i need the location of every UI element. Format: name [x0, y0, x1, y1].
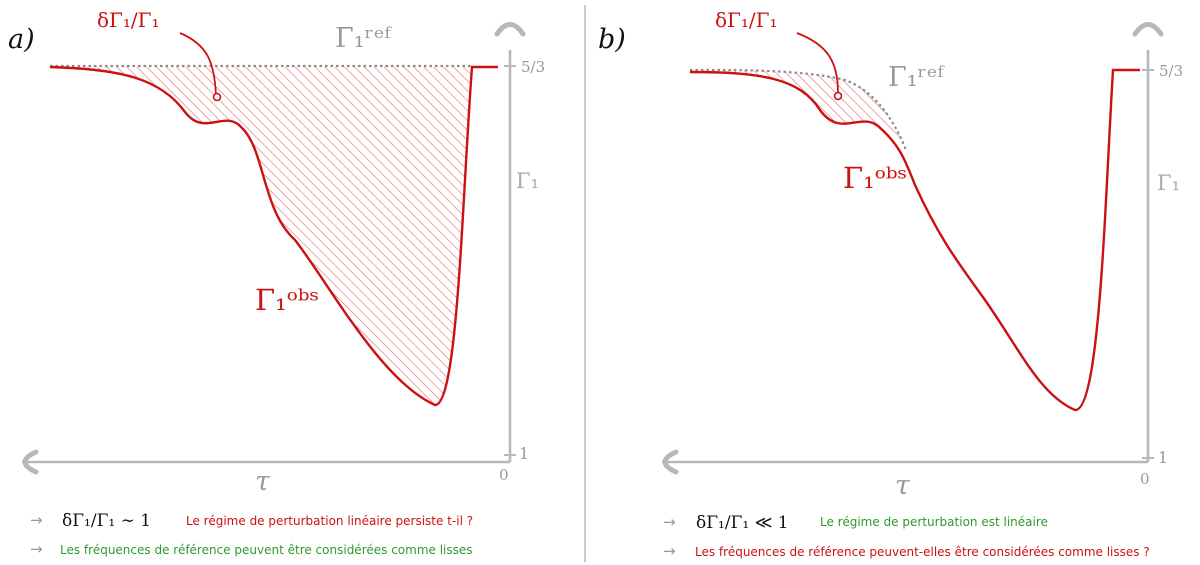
panel-b-x-arrowhead	[662, 449, 679, 475]
panel-a-note2-arrow-icon: →	[30, 540, 43, 558]
panel-a-note1-text: Le régime de perturbation linéaire persi…	[186, 514, 473, 528]
panel-b-y-arrowhead	[1132, 22, 1164, 37]
panel-b-note1-arrow-icon: →	[663, 513, 676, 531]
panel-b-ref-label: Γ₁ʳᵉᶠ	[888, 62, 945, 93]
panel-b-tag: b)	[598, 24, 626, 55]
panel-b-ratio-marker	[833, 91, 843, 101]
panel-a-ref-label: Γ₁ʳᵉᶠ	[335, 23, 392, 54]
panel-a-x-label: τ	[255, 466, 271, 497]
panel-a-tag: a)	[8, 24, 35, 55]
panel-a-obs-label: Γ₁ᵒᵇˢ	[255, 283, 319, 317]
panel-a-note1-math: δΓ₁/Γ₁ ∼ 1	[62, 511, 151, 531]
panel-b-obs-curve	[689, 68, 1140, 412]
panel-a-obs-curve	[49, 65, 498, 407]
panel-b-ratio-leader	[796, 32, 839, 94]
panel-b-y-label: Γ₁	[1157, 171, 1180, 195]
panel-a-note2-text: Les fréquences de référence peuvent être…	[60, 543, 473, 557]
panel-a-tick-bottom-label: 1	[519, 444, 529, 463]
panel-a-ratio-label: δΓ₁/Γ₁	[97, 8, 160, 32]
panel-a-note1-arrow-icon: →	[30, 511, 43, 529]
panel-a-hatched-area	[50, 67, 472, 405]
panel-b-tick-top-label: 5/3	[1159, 62, 1183, 80]
panel-b-tick-zero-label: 0	[1140, 470, 1150, 488]
panel-b-note1-text: Le régime de perturbation est linéaire	[820, 515, 1048, 529]
panel-b-ratio-label: δΓ₁/Γ₁	[715, 8, 778, 32]
panel-a-y-arrowhead	[494, 22, 526, 37]
panel-b-note1-math: δΓ₁/Γ₁ ≪ 1	[696, 513, 789, 533]
panel-b-obs-label: Γ₁ᵒᵇˢ	[843, 161, 907, 195]
panel-b-hatched-area	[690, 70, 906, 150]
panel-a-ratio-marker	[212, 92, 222, 102]
panel-b-tick-bottom-label: 1	[1158, 448, 1168, 467]
panel-b-ref-curve	[689, 68, 908, 151]
panel-a-x-arrowhead	[22, 449, 39, 475]
panel-b-note2-text: Les fréquences de référence peuvent-elle…	[695, 545, 1150, 559]
panel-a-ratio-leader	[179, 32, 217, 96]
panel-b-note2-arrow-icon: →	[663, 542, 676, 560]
panel-a-y-label: Γ₁	[516, 169, 539, 193]
panel-a: a) 5/3 1 0 Γ₁ τ Γ₁ʳᵉᶠ Γ₁ᵒᵇˢ δΓ₁/Γ₁ → δΓ₁…	[8, 8, 545, 558]
panel-a-tick-zero-label: 0	[499, 466, 509, 484]
panel-a-tick-top-label: 5/3	[521, 58, 545, 76]
panel-b-x-label: τ	[895, 470, 911, 501]
panel-b: b) 5/3 1 0 Γ₁ τ Γ₁ʳᵉᶠ Γ₁ᵒᵇˢ δΓ₁/Γ₁ → δΓ₁…	[598, 8, 1183, 560]
